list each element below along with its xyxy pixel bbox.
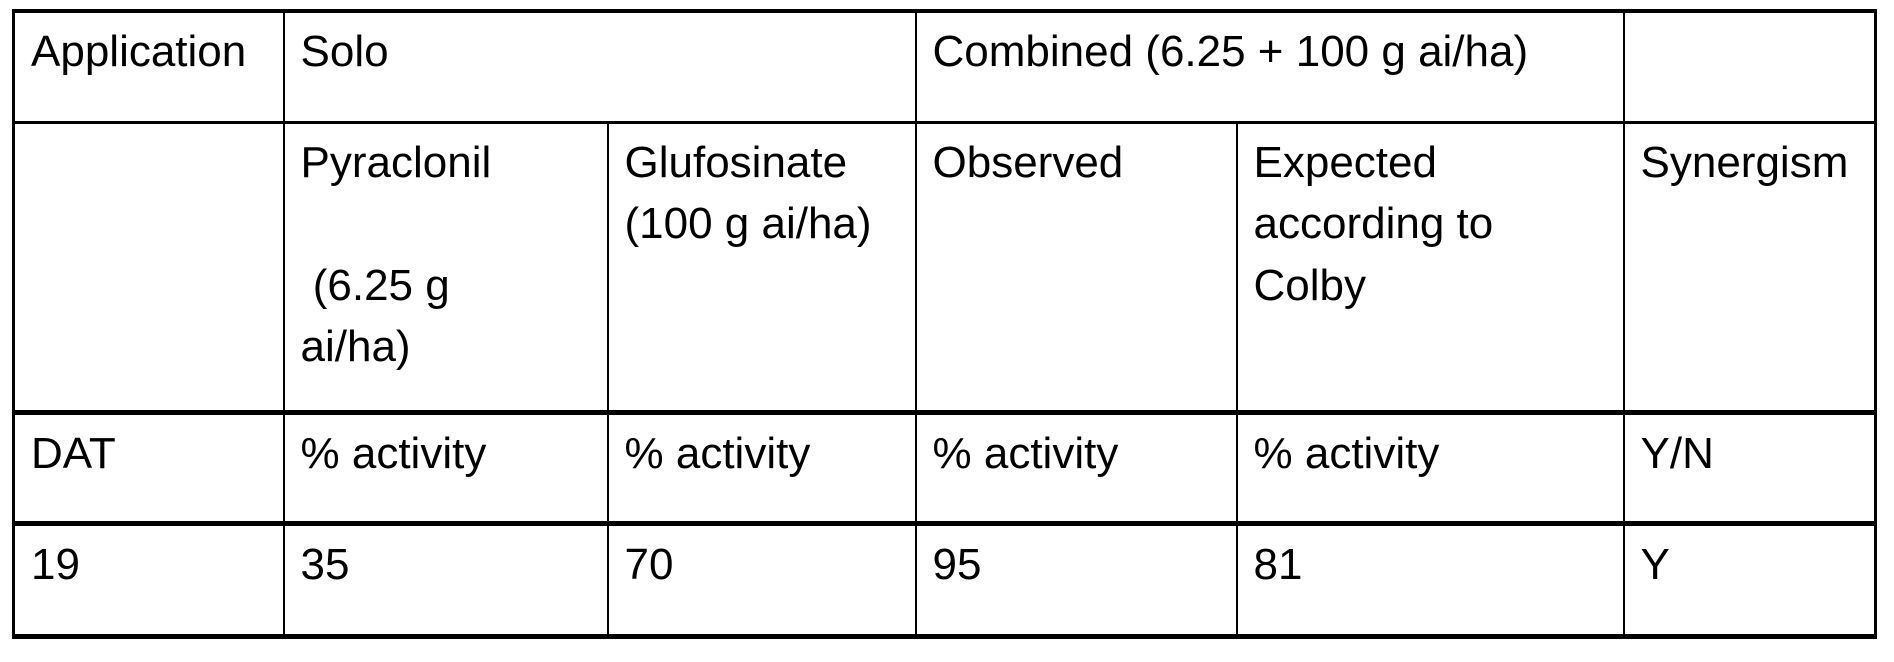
header-row-units: DAT % activity % activity % activity % a… — [12, 412, 1877, 526]
header-row-application: Application Solo Combined (6.25 + 100 g … — [12, 11, 1877, 124]
cell-pyraclonil-value: 35 — [282, 523, 609, 636]
cell-combined-header: Combined (6.25 + 100 g ai/ha) — [914, 11, 1625, 124]
cell-glufosinate-value: 70 — [606, 523, 917, 636]
cell-observed-header: Observed — [914, 122, 1238, 415]
cell-row1-empty — [1622, 11, 1877, 124]
cell-synergism-unit: Y/N — [1622, 412, 1877, 526]
header-row-treatments: Pyraclonil (6.25 g ai/ha) Glufosinate (1… — [12, 122, 1877, 415]
cell-pyraclonil-header: Pyraclonil (6.25 g ai/ha) — [282, 122, 609, 415]
cell-row2-empty — [12, 122, 285, 415]
data-row-dat19: 19 35 70 95 81 Y — [12, 523, 1877, 636]
cell-pyraclonil-unit: % activity — [282, 412, 609, 526]
cell-observed-value: 95 — [914, 523, 1238, 636]
cell-dat-header: DAT — [12, 412, 285, 526]
cell-synergism-value: Y — [1622, 523, 1877, 636]
cell-expected-unit: % activity — [1235, 412, 1625, 526]
cell-expected-colby-header: Expected according to Colby — [1235, 122, 1625, 415]
cell-glufosinate-header: Glufosinate (100 g ai/ha) — [606, 122, 917, 415]
cell-observed-unit: % activity — [914, 412, 1238, 526]
cell-dat-value: 19 — [12, 523, 285, 636]
cell-solo-header: Solo — [282, 11, 917, 124]
cell-expected-value: 81 — [1235, 523, 1625, 636]
cell-glufosinate-unit: % activity — [606, 412, 917, 526]
results-table: Application Solo Combined (6.25 + 100 g … — [12, 9, 1878, 639]
cell-application-header: Application — [12, 11, 285, 124]
cell-synergism-header: Synergism — [1622, 122, 1877, 415]
